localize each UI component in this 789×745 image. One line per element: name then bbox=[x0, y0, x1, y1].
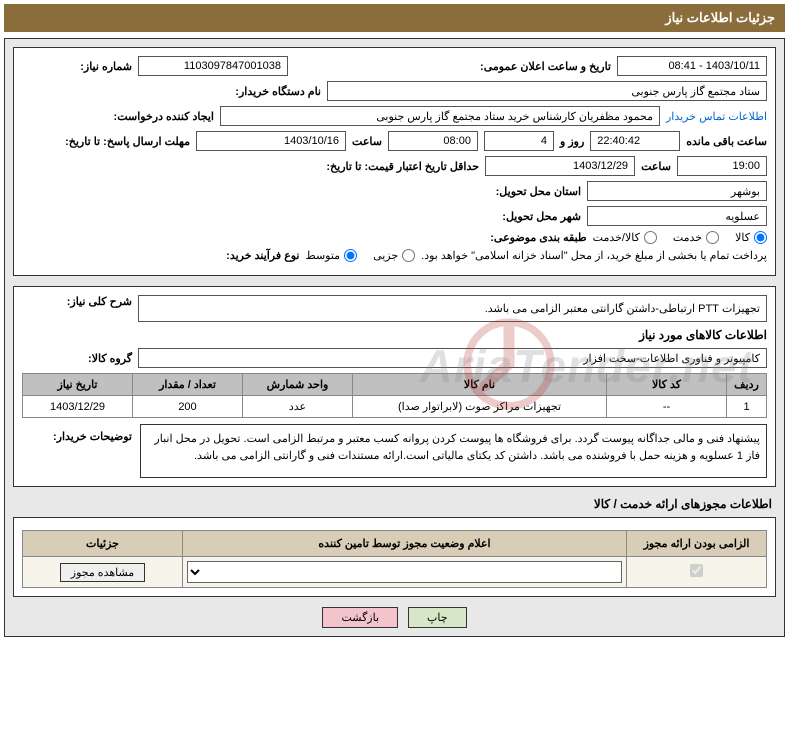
license-table: الزامی بودن ارائه مجوز اعلام وضعیت مجوز … bbox=[22, 530, 767, 588]
lic-td-mandatory bbox=[627, 557, 767, 588]
info-section: شماره نیاز: 1103097847001038 تاریخ و ساع… bbox=[13, 47, 776, 276]
proc-radio-0[interactable] bbox=[402, 249, 415, 262]
days-remaining-field: 4 bbox=[484, 131, 554, 151]
license-section-title: اطلاعات مجوزهای ارائه خدمت / کالا bbox=[17, 497, 772, 511]
th-qty: تعداد / مقدار bbox=[133, 374, 243, 396]
validity-date-field: 1403/12/29 bbox=[485, 156, 635, 176]
license-section: الزامی بودن ارائه مجوز اعلام وضعیت مجوز … bbox=[13, 517, 776, 597]
category-radio-group: کالا خدمت کالا/خدمت bbox=[593, 231, 767, 244]
validity-time-field: 19:00 bbox=[677, 156, 767, 176]
cat-radio-1[interactable] bbox=[706, 231, 719, 244]
countdown-field: 22:40:42 bbox=[590, 131, 680, 151]
proc-radio-1[interactable] bbox=[344, 249, 357, 262]
announce-label: تاریخ و ساعت اعلان عمومی: bbox=[480, 60, 611, 73]
th-code: کد کالا bbox=[607, 374, 727, 396]
process-radio-group: جزیی متوسط bbox=[306, 249, 416, 262]
mandatory-checkbox bbox=[690, 564, 703, 577]
category-label: طبقه بندی موضوعی: bbox=[477, 231, 587, 244]
time-label-1: ساعت bbox=[352, 135, 382, 148]
buyer-org-label: نام دستگاه خریدار: bbox=[211, 85, 321, 98]
page-header: جزئیات اطلاعات نیاز bbox=[4, 4, 785, 32]
lic-td-status bbox=[183, 557, 627, 588]
cat-opt-2[interactable]: کالا/خدمت bbox=[593, 231, 657, 244]
announce-field: 1403/10/11 - 08:41 bbox=[617, 56, 767, 76]
proc-opt-1[interactable]: متوسط bbox=[306, 249, 358, 262]
goods-table: ردیف کد کالا نام کالا واحد شمارش تعداد /… bbox=[22, 373, 767, 418]
th-idx: ردیف bbox=[727, 374, 767, 396]
cat-opt-1[interactable]: خدمت bbox=[673, 231, 719, 244]
goods-group-field: کامپیوتر و فناوری اطلاعات-سخت افزار bbox=[138, 348, 767, 368]
buyer-notes-text: پیشنهاد فنی و مالی جداگانه پیوست گردد. ب… bbox=[140, 424, 767, 478]
goods-section: شرح کلی نیاز: تجهیزات PTT ارتباطی-داشتن … bbox=[13, 286, 776, 487]
deadline-date-field: 1403/10/16 bbox=[196, 131, 346, 151]
th-unit: واحد شمارش bbox=[243, 374, 353, 396]
print-button[interactable]: چاپ bbox=[408, 607, 467, 628]
main-panel: AriaTender.net شماره نیاز: 1103097847001… bbox=[4, 38, 785, 637]
lic-th-mandatory: الزامی بودن ارائه مجوز bbox=[627, 531, 767, 557]
time-label-2: ساعت bbox=[641, 160, 671, 173]
td-qty: 200 bbox=[133, 396, 243, 418]
td-code: -- bbox=[607, 396, 727, 418]
requester-field: محمود مظفریان کارشناس خرید ستاد مجتمع گا… bbox=[220, 106, 660, 126]
need-no-label: شماره نیاز: bbox=[22, 60, 132, 73]
td-idx: 1 bbox=[727, 396, 767, 418]
summary-label: شرح کلی نیاز: bbox=[22, 295, 132, 308]
view-license-button[interactable]: مشاهده مجوز bbox=[60, 563, 145, 582]
process-label: نوع فرآیند خرید: bbox=[190, 249, 300, 262]
goods-section-title: اطلاعات کالاهای مورد نیاز bbox=[22, 328, 767, 342]
deadline-label: مهلت ارسال پاسخ: تا تاریخ: bbox=[60, 135, 190, 148]
buyer-contact-link[interactable]: اطلاعات تماس خریدار bbox=[666, 110, 767, 123]
summary-text: تجهیزات PTT ارتباطی-داشتن گارانتی معتبر … bbox=[138, 295, 767, 322]
buyer-org-field: ستاد مجتمع گاز پارس جنوبی bbox=[327, 81, 767, 101]
proc-opt-0[interactable]: جزیی bbox=[373, 249, 415, 262]
buyer-notes-label: توضیحات خریدار: bbox=[22, 424, 132, 443]
td-date: 1403/12/29 bbox=[23, 396, 133, 418]
table-row: 1 -- تجهیزات مراکز صوت (لابراتوار صدا) ع… bbox=[23, 396, 767, 418]
button-row: چاپ بازگشت bbox=[13, 607, 776, 628]
days-text: روز و bbox=[560, 135, 584, 148]
province-label: استان محل تحویل: bbox=[471, 185, 581, 198]
goods-group-label: گروه کالا: bbox=[22, 352, 132, 365]
remaining-text: ساعت باقی مانده bbox=[686, 135, 767, 148]
deadline-time-field: 08:00 bbox=[388, 131, 478, 151]
th-name: نام کالا bbox=[353, 374, 607, 396]
lic-td-details: مشاهده مجوز bbox=[23, 557, 183, 588]
th-date: تاریخ نیاز bbox=[23, 374, 133, 396]
cat-radio-2[interactable] bbox=[644, 231, 657, 244]
lic-th-status: اعلام وضعیت مجوز توسط تامین کننده bbox=[183, 531, 627, 557]
cat-radio-0[interactable] bbox=[754, 231, 767, 244]
cat-opt-0[interactable]: کالا bbox=[735, 231, 767, 244]
td-name: تجهیزات مراکز صوت (لابراتوار صدا) bbox=[353, 396, 607, 418]
lic-th-details: جزئیات bbox=[23, 531, 183, 557]
city-label: شهر محل تحویل: bbox=[471, 210, 581, 223]
td-unit: عدد bbox=[243, 396, 353, 418]
province-field: بوشهر bbox=[587, 181, 767, 201]
city-field: عسلویه bbox=[587, 206, 767, 226]
validity-label: حداقل تاریخ اعتبار قیمت: تا تاریخ: bbox=[326, 160, 479, 173]
license-row: مشاهده مجوز bbox=[23, 557, 767, 588]
status-select[interactable] bbox=[187, 561, 622, 583]
requester-label: ایجاد کننده درخواست: bbox=[104, 110, 214, 123]
back-button[interactable]: بازگشت bbox=[322, 607, 398, 628]
need-no-field: 1103097847001038 bbox=[138, 56, 288, 76]
process-note: پرداخت تمام یا بخشی از مبلغ خرید، از محل… bbox=[421, 249, 767, 262]
